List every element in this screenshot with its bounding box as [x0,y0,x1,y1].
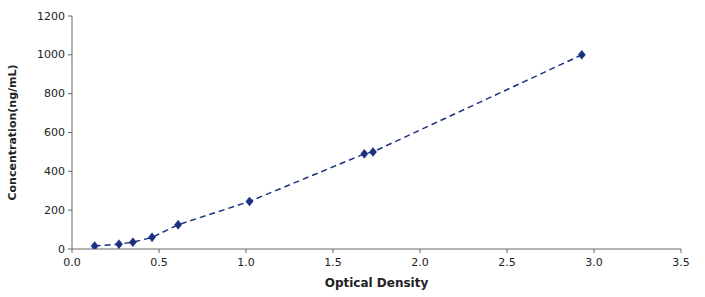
data-point [246,197,253,206]
x-axis-label: Optical Density [325,276,429,290]
x-tick [72,249,73,253]
plot-marks [91,50,585,249]
x-axis-line [72,249,681,250]
y-tick-label: 800 [44,87,65,100]
data-point [129,238,136,247]
data-point [115,240,122,249]
x-axis: 0.0 0.5 1.0 1.5 2.0 2.5 3.0 3.5 [63,249,690,269]
x-tick [594,249,595,253]
x-tick-label: 2.5 [498,256,516,269]
y-tick-label: 600 [44,126,65,139]
x-tick-label: 3.5 [672,256,690,269]
y-axis-label: Concentration(ng/mL) [6,64,19,200]
x-tick [159,249,160,253]
x-tick [246,249,247,253]
x-tick-label: 0.5 [150,256,168,269]
data-point [361,149,368,158]
y-tick [68,171,72,172]
y-axis-line [72,16,73,249]
data-point [578,50,585,59]
data-line [95,55,582,246]
y-tick [68,249,72,250]
y-axis: 0 200 400 600 800 1000 1200 [37,10,72,256]
chart-svg: 0 200 400 600 800 1000 1200 0.0 0.5 1.0 1.5 2.0 2.5 3… [0,0,705,297]
x-tick-label: 1.0 [237,256,255,269]
y-tick-label: 0 [58,243,65,256]
x-tick-label: 3.0 [585,256,603,269]
data-point [91,242,98,249]
y-tick-label: 200 [44,204,65,217]
y-tick-label: 400 [44,165,65,178]
y-tick [68,210,72,211]
data-point [369,147,376,156]
x-tick-label: 0.0 [63,256,81,269]
y-tick [68,132,72,133]
x-tick [333,249,334,253]
x-tick [681,249,682,253]
data-point [148,233,155,242]
y-tick-label: 1200 [37,10,65,23]
y-tick-label: 1000 [37,48,65,61]
y-tick [68,16,72,17]
x-tick [507,249,508,253]
y-tick [68,54,72,55]
y-tick [68,93,72,94]
data-point [175,220,182,229]
x-tick-label: 1.5 [324,256,342,269]
x-tick-label: 2.0 [411,256,429,269]
chart-container: 0 200 400 600 800 1000 1200 0.0 0.5 1.0 1.5 2.0 2.5 3… [0,0,705,297]
x-tick [420,249,421,253]
